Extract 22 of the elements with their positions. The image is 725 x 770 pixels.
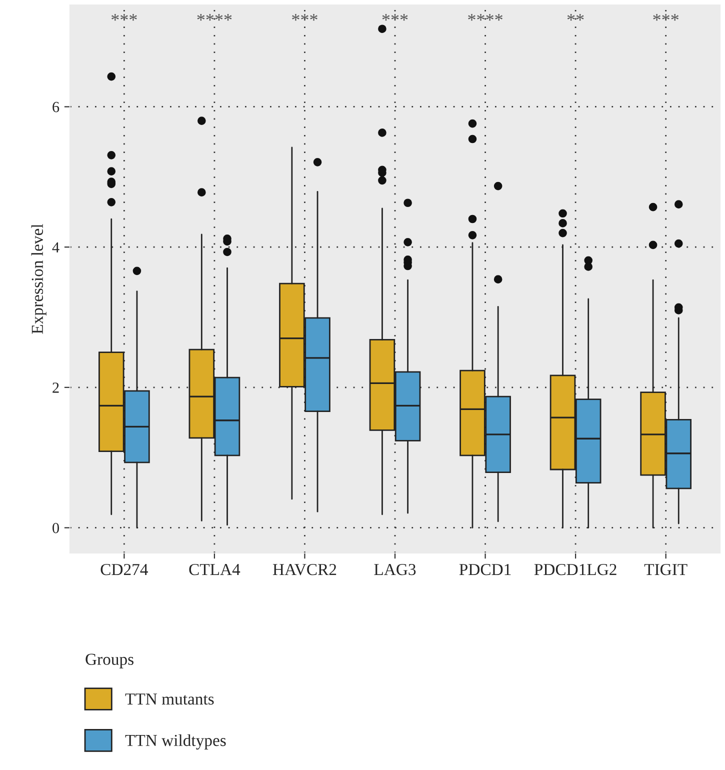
legend-label: TTN mutants — [125, 694, 214, 705]
annotation: **** — [197, 14, 232, 21]
x-tick-label: HAVCR2 — [272, 564, 336, 576]
annotation: *** — [112, 14, 137, 21]
y-axis-title: Expression level — [31, 224, 46, 334]
x-tick-label: TIGIT — [644, 564, 688, 576]
y-tick-label: 0 — [52, 522, 59, 534]
y-tick-label: 4 — [52, 242, 60, 252]
annotation: **** — [468, 14, 502, 21]
annotation: *** — [292, 14, 318, 21]
annotation: *** — [382, 14, 408, 21]
y-tick-label: 2 — [52, 382, 59, 393]
x-tick-label: LAG3 — [374, 564, 416, 576]
annotation: ** — [567, 14, 584, 21]
x-tick-label: CD274 — [100, 564, 148, 576]
x-tick-label: PDCD1 — [459, 564, 511, 576]
annotation: *** — [653, 14, 679, 21]
legend-title: Groups — [86, 654, 134, 668]
legend-label: TTN wildtypes — [125, 734, 226, 750]
x-tick-label: CTLA4 — [189, 564, 240, 576]
y-tick-label: 6 — [52, 102, 60, 112]
x-tick-label: PDCD1LG2 — [534, 564, 616, 576]
